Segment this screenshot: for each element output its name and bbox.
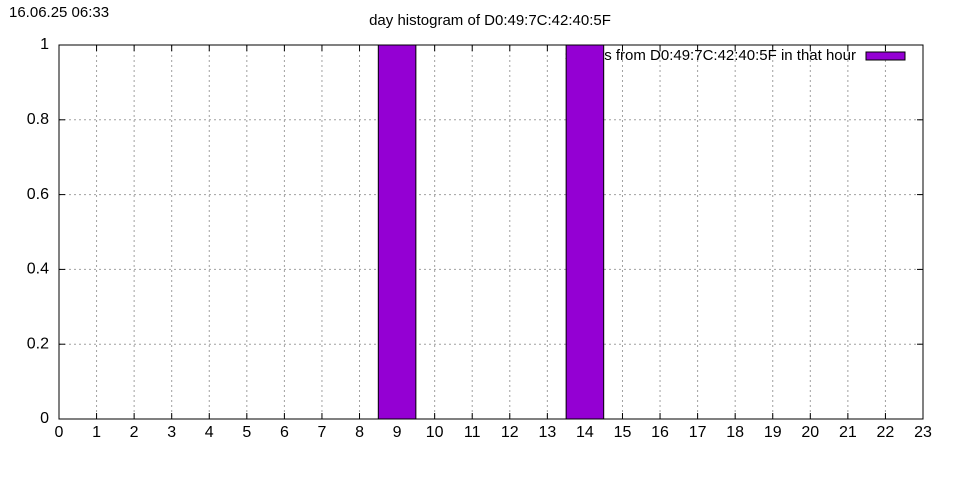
- chart-title: day histogram of D0:49:7C:42:40:5F: [369, 12, 611, 29]
- x-tick-label: 5: [242, 424, 251, 441]
- timestamp: 16.06.25 06:33: [9, 4, 109, 21]
- x-tick-label: 10: [426, 424, 444, 441]
- x-tick-label: 6: [280, 424, 289, 441]
- y-tick-label: 0.2: [27, 335, 49, 352]
- x-tick-label: 18: [726, 424, 744, 441]
- x-tick-label: 16: [651, 424, 669, 441]
- x-tick-label: 12: [501, 424, 519, 441]
- x-tick-label: 19: [764, 424, 782, 441]
- x-tick-label: 13: [538, 424, 556, 441]
- plot-border: [58, 44, 924, 420]
- y-tick-label: 0.6: [27, 186, 49, 203]
- bar: [565, 44, 605, 420]
- bar: [377, 44, 417, 420]
- x-tick-label: 8: [355, 424, 364, 441]
- x-tick-label: 4: [205, 424, 214, 441]
- x-tick-label: 0: [55, 424, 64, 441]
- x-tick-label: 17: [689, 424, 707, 441]
- legend-swatch: [865, 51, 906, 61]
- legend-label: signals from D0:49:7C:42:40:5F in that h…: [565, 47, 856, 64]
- x-tick-label: 23: [914, 424, 932, 441]
- x-tick-label: 1: [92, 424, 101, 441]
- x-tick-label: 7: [318, 424, 327, 441]
- x-tick-label: 3: [167, 424, 176, 441]
- x-tick-label: 14: [576, 424, 594, 441]
- x-tick-label: 11: [464, 424, 481, 441]
- x-tick-label: 21: [839, 424, 857, 441]
- y-tick-label: 0: [40, 410, 49, 427]
- y-tick-label: 0.4: [27, 261, 49, 278]
- x-tick-label: 20: [801, 424, 819, 441]
- x-tick-label: 2: [130, 424, 139, 441]
- y-tick-label: 1: [40, 36, 49, 53]
- x-tick-label: 15: [614, 424, 632, 441]
- x-tick-label: 9: [393, 424, 402, 441]
- y-tick-label: 0.8: [27, 111, 49, 128]
- x-tick-label: 22: [877, 424, 895, 441]
